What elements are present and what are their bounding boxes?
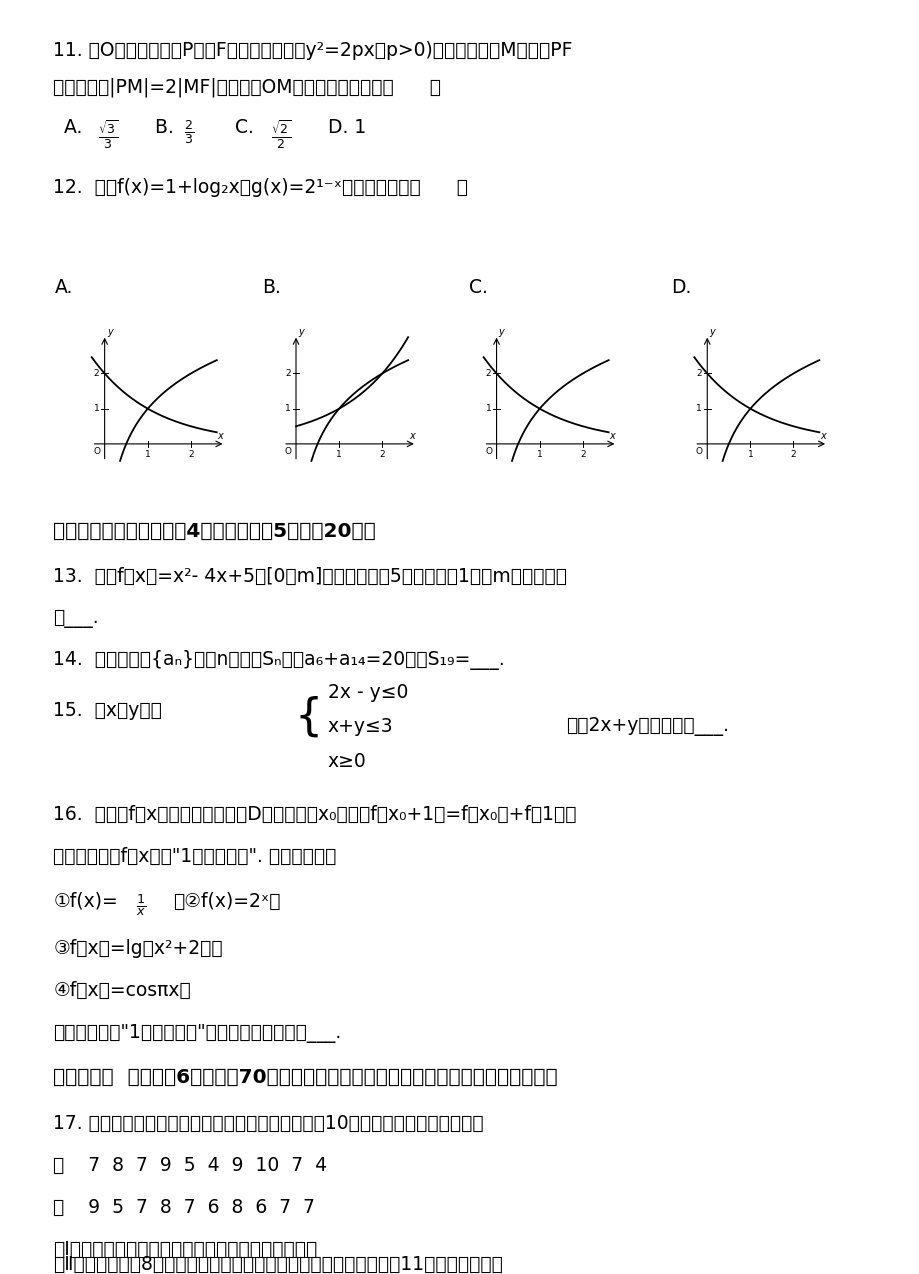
Text: ③f（x）=lg（x²+2）；: ③f（x）=lg（x²+2）； xyxy=(53,939,222,958)
Text: 14.  设等差数列{aₙ}的前n项和为Sₙ，若a₆+a₁₄=20，则S₁₉=___.: 14. 设等差数列{aₙ}的前n项和为Sₙ，若a₆+a₁₄=20，则S₁₉=__… xyxy=(53,650,505,670)
Text: 1: 1 xyxy=(285,404,290,413)
Text: D. 1: D. 1 xyxy=(322,118,366,138)
Text: A.: A. xyxy=(55,278,74,297)
Text: D.: D. xyxy=(671,278,691,297)
Text: 2: 2 xyxy=(379,450,385,459)
Text: y: y xyxy=(709,326,714,336)
Text: O: O xyxy=(695,447,702,456)
Text: O: O xyxy=(93,447,100,456)
Text: 是___.: 是___. xyxy=(53,609,99,628)
Text: 11. 设O为坐标原点，P是以F为焦点的抛物线y²=2px（p>0)上任意一点，M是线段PF: 11. 设O为坐标原点，P是以F为焦点的抛物线y²=2px（p>0)上任意一点，… xyxy=(53,41,573,60)
Text: 12.  函数f(x)=1+log₂x与g(x)=2¹⁻ˣ的图象大致是（      ）: 12. 函数f(x)=1+log₂x与g(x)=2¹⁻ˣ的图象大致是（ ） xyxy=(53,178,468,197)
Text: 2: 2 xyxy=(696,369,701,378)
Text: 13.  函数f（x）=x²- 4x+5在[0，m]上的最大值为5，最小值为1，则m的取值范围: 13. 函数f（x）=x²- 4x+5在[0，m]上的最大值为5，最小值为1，则… xyxy=(53,567,567,586)
Text: （Ⅱ）若规定命中8环及以上环数为优秀，请依据上述数据估计，在第11次射击时，甲、: （Ⅱ）若规定命中8环及以上环数为优秀，请依据上述数据估计，在第11次射击时，甲、 xyxy=(53,1255,503,1274)
Text: 乙    9  5  7  8  7  6  8  6  7  7: 乙 9 5 7 8 7 6 8 6 7 7 xyxy=(53,1198,315,1217)
Text: B.: B. xyxy=(262,278,281,297)
Text: y: y xyxy=(107,326,112,336)
Text: $\frac{\sqrt{2}}{2}$: $\frac{\sqrt{2}}{2}$ xyxy=(271,118,291,152)
Text: B.: B. xyxy=(154,118,179,138)
Text: 二、填空题：（本大题共4小题，每小题5分，共20分）: 二、填空题：（本大题共4小题，每小题5分，共20分） xyxy=(53,522,376,541)
Text: 2: 2 xyxy=(187,450,194,459)
Text: O: O xyxy=(284,447,291,456)
Text: 17. 甲、乙两位射击运动员，在某天训练中已各射击10次，每次命中的环数如下：: 17. 甲、乙两位射击运动员，在某天训练中已各射击10次，每次命中的环数如下： xyxy=(53,1113,483,1133)
Text: 2: 2 xyxy=(285,369,290,378)
Text: 2: 2 xyxy=(485,369,491,378)
Text: x≥0: x≥0 xyxy=(327,752,366,771)
Text: 1: 1 xyxy=(145,450,151,459)
Text: 三、解答题  （本题共6小题，共70分，解答过程应写出文字说明，证明过程或演算步骤）: 三、解答题 （本题共6小题，共70分，解答过程应写出文字说明，证明过程或演算步骤… xyxy=(53,1068,558,1087)
Text: 15.  若x，y满足: 15. 若x，y满足 xyxy=(53,701,162,720)
Text: 2x - y≤0: 2x - y≤0 xyxy=(327,683,407,702)
Text: O: O xyxy=(484,447,492,456)
Text: ①f(x)=: ①f(x)= xyxy=(53,892,118,911)
Text: 1: 1 xyxy=(94,404,99,413)
Text: 1: 1 xyxy=(696,404,701,413)
Text: 1: 1 xyxy=(746,450,753,459)
Text: C.: C. xyxy=(469,278,488,297)
Text: 其中你认为是"1的饱和函数"的所有函数的序号为___.: 其中你认为是"1的饱和函数"的所有函数的序号为___. xyxy=(53,1024,341,1043)
Text: C.: C. xyxy=(222,118,266,138)
Text: 甲    7  8  7  9  5  4  9  10  7  4: 甲 7 8 7 9 5 4 9 10 7 4 xyxy=(53,1156,327,1175)
Text: 1: 1 xyxy=(537,450,542,459)
Text: x: x xyxy=(217,431,223,441)
Text: ；②f(x)=2ˣ；: ；②f(x)=2ˣ； xyxy=(173,892,280,911)
Text: 上的点，且|PM|=2|MF|，则直线OM的斜率的最大值为（      ）: 上的点，且|PM|=2|MF|，则直线OM的斜率的最大值为（ ） xyxy=(53,78,441,97)
Text: 立，则称函数f（x）为"1的饱和函数". 有下列函数：: 立，则称函数f（x）为"1的饱和函数". 有下列函数： xyxy=(53,847,336,866)
Text: y: y xyxy=(298,326,303,336)
Text: （Ⅰ）通过计算估计，甲、乙二人的射击成绩谁更稳；: （Ⅰ）通过计算估计，甲、乙二人的射击成绩谁更稳； xyxy=(53,1240,317,1259)
Text: 2: 2 xyxy=(94,369,99,378)
Text: $\frac{\sqrt{3}}{3}$: $\frac{\sqrt{3}}{3}$ xyxy=(98,118,119,152)
Text: 1: 1 xyxy=(336,450,342,459)
Text: $\frac{2}{3}$: $\frac{2}{3}$ xyxy=(184,118,194,147)
Text: x: x xyxy=(408,431,414,441)
Text: {: { xyxy=(294,696,323,739)
Text: x+y≤3: x+y≤3 xyxy=(327,717,392,736)
Text: ④f（x）=cosπx，: ④f（x）=cosπx， xyxy=(53,981,191,1000)
Text: 2: 2 xyxy=(579,450,585,459)
Text: y: y xyxy=(498,326,504,336)
Text: A.: A. xyxy=(64,118,88,138)
Text: ，则2x+y的最大值为___.: ，则2x+y的最大值为___. xyxy=(565,717,728,736)
Text: 16.  若函数f（x）满足：在定义域D内存在实数x₀，使得f（x₀+1）=f（x₀）+f（1）成: 16. 若函数f（x）满足：在定义域D内存在实数x₀，使得f（x₀+1）=f（x… xyxy=(53,805,576,824)
Text: x: x xyxy=(608,431,615,441)
Text: x: x xyxy=(819,431,825,441)
Text: 2: 2 xyxy=(789,450,796,459)
Text: $\frac{1}{x}$: $\frac{1}{x}$ xyxy=(136,892,146,917)
Text: 1: 1 xyxy=(485,404,491,413)
